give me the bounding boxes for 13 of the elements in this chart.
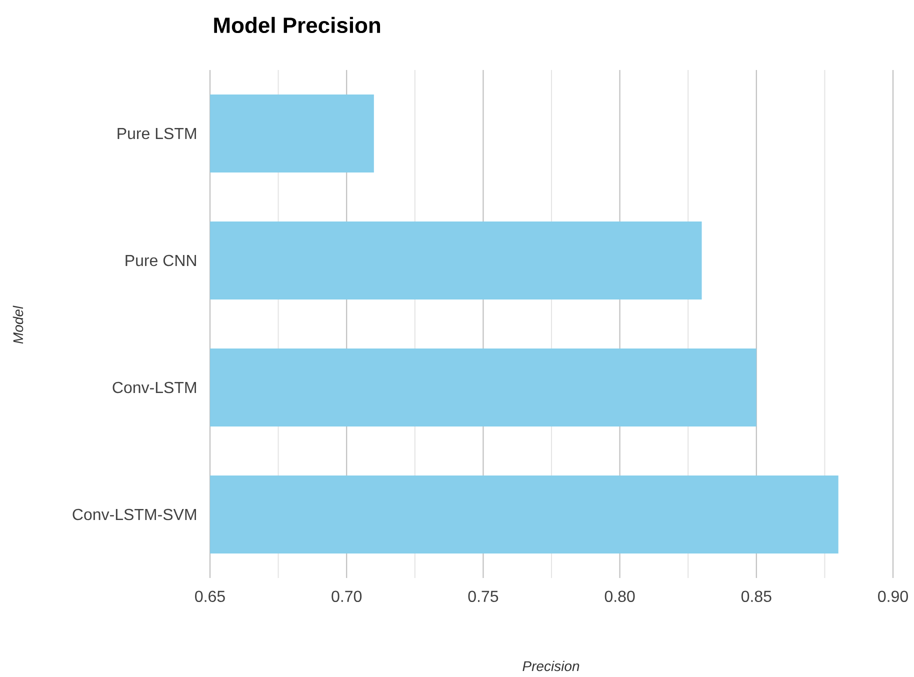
y-tick-label: Conv-LSTM (112, 382, 196, 394)
chart-title: Model Precision (214, 16, 380, 34)
y-tick-label: Pure CNN (126, 254, 196, 266)
y-axis-title: Model (12, 306, 24, 344)
x-tick-label: 0.85 (741, 590, 772, 602)
x-tick-label: 0.70 (332, 590, 362, 602)
x-tick-label: 0.90 (878, 590, 908, 602)
x-tick-label: 0.65 (195, 590, 225, 602)
y-tick-label: Pure LSTM (118, 128, 196, 140)
x-tick-label: 0.75 (468, 590, 498, 602)
x-axis-title: Precision (522, 660, 580, 672)
x-tick-label: 0.80 (604, 590, 635, 602)
y-tick-label: Conv-LSTM-SVM (72, 508, 196, 520)
